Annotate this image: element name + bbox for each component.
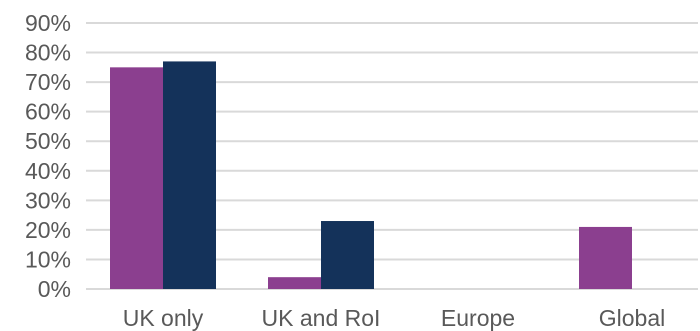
bar-series1-uk-and-roi — [268, 277, 321, 289]
x-axis-category-labels: UK only UK and RoI Europe Global — [123, 305, 666, 331]
x-category-label: UK only — [123, 305, 204, 331]
y-tick-label: 40% — [25, 158, 71, 184]
y-axis-tick-labels: 0% 10% 20% 30% 40% 50% 60% 70% 80% 90% — [25, 10, 71, 302]
y-tick-label: 20% — [25, 217, 71, 243]
y-tick-label: 70% — [25, 69, 71, 95]
x-category-label: Europe — [441, 305, 515, 331]
bar-series1-global — [579, 226, 632, 289]
y-tick-label: 10% — [25, 246, 71, 272]
bar-series2-uk-and-roi — [321, 221, 374, 289]
y-tick-label: 90% — [25, 10, 71, 36]
y-tick-label: 0% — [38, 276, 71, 302]
y-tick-label: 60% — [25, 99, 71, 125]
x-category-label: UK and RoI — [262, 305, 381, 331]
y-tick-label: 50% — [25, 128, 71, 154]
bars — [110, 61, 632, 289]
bar-series1-uk-only — [110, 67, 163, 289]
bar-series2-uk-only — [163, 61, 216, 289]
x-category-label: Global — [599, 305, 665, 331]
y-tick-label: 30% — [25, 187, 71, 213]
y-tick-label: 80% — [25, 40, 71, 66]
